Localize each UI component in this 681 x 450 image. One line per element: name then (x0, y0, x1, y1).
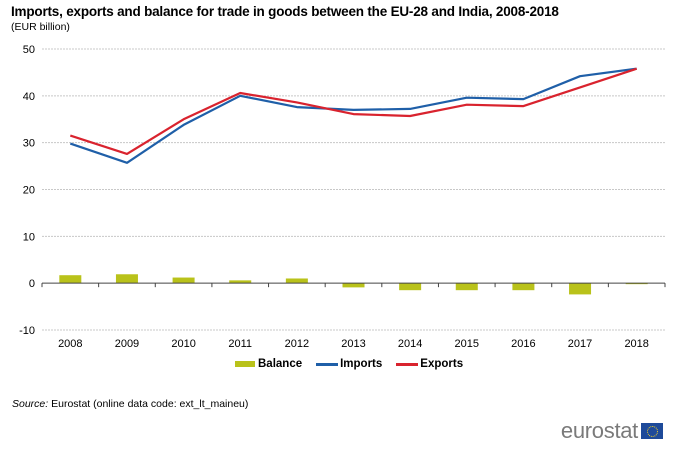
x-tick-label: 2012 (285, 338, 309, 350)
balance-bar (512, 283, 535, 291)
legend-swatch-exports (396, 362, 419, 366)
source-note: Source: Eurostat (online data code: ext_… (12, 398, 248, 410)
x-tick-label: 2018 (624, 338, 648, 350)
x-tick-label: 2009 (115, 338, 139, 350)
balance-bar (285, 278, 308, 284)
legend-swatch-balance (235, 361, 255, 367)
y-tick-label: 10 (23, 231, 35, 243)
chart-subtitle: (EUR billion) (11, 21, 70, 33)
legend-label-balance: Balance (258, 358, 303, 370)
y-tick-label: 20 (23, 185, 35, 197)
legend-swatch-imports (316, 362, 339, 366)
eu-flag-icon (641, 423, 663, 439)
legend: Balance Imports Exports (235, 358, 477, 370)
y-tick-label: 50 (23, 44, 35, 56)
x-tick-label: 2016 (511, 338, 535, 350)
x-axis (41, 282, 666, 288)
x-tick-label: 2008 (58, 338, 82, 350)
eurostat-logo: eurostat (561, 418, 663, 444)
source-text: Eurostat (online data code: ext_lt_maine… (51, 398, 249, 410)
y-tick-label: 0 (29, 278, 35, 290)
balance-bar (399, 283, 422, 291)
y-tick-label: 30 (23, 138, 35, 150)
series-line-exports (69, 67, 638, 155)
legend-item-exports: Exports (396, 358, 463, 370)
x-tick-label: 2014 (398, 338, 422, 350)
x-tick-label: 2015 (455, 338, 479, 350)
balance-bar (229, 280, 252, 284)
x-tick-label: 2013 (341, 338, 365, 350)
balance-bar (115, 274, 138, 284)
balance-bar (59, 275, 82, 284)
balance-bar (342, 283, 365, 288)
legend-item-imports: Imports (316, 358, 382, 370)
balance-bar (455, 283, 478, 291)
balance-bars (59, 274, 648, 295)
balance-bar (569, 283, 592, 295)
series-line-imports (69, 67, 637, 164)
brand-name: eurostat (560, 418, 638, 443)
y-tick-label: 40 (23, 91, 35, 103)
chart-title: Imports, exports and balance for trade i… (11, 4, 559, 19)
y-axis-ticks: -10 0 10 20 30 40 50 (19, 44, 35, 337)
legend-label-imports: Imports (340, 358, 383, 370)
x-tick-label: 2017 (568, 338, 592, 350)
series-lines (69, 67, 638, 164)
y-tick-label: -10 (19, 325, 35, 337)
x-tick-label: 2010 (171, 338, 195, 350)
legend-item-balance: Balance (235, 358, 302, 370)
source-label: Source: (12, 398, 49, 410)
x-axis-ticks: 2008 2009 2010 2011 2012 2013 2014 2015 2016 2017… (58, 338, 649, 350)
x-tick-label: 2011 (228, 338, 252, 350)
balance-bar (172, 277, 195, 284)
legend-label-exports: Exports (420, 358, 464, 370)
